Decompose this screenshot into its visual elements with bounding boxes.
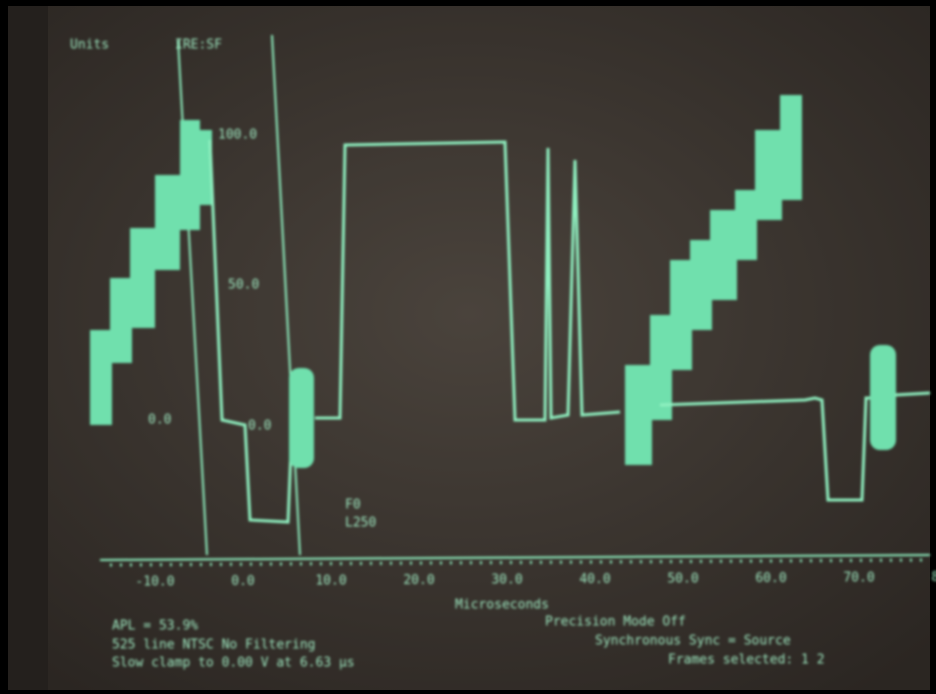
axis-tick-label: -10.0: [135, 575, 174, 590]
crt-screen: [8, 6, 930, 690]
level-label: 0.0: [148, 413, 171, 428]
color-burst: [289, 368, 314, 468]
axis-tick-label: 70.0: [843, 571, 874, 586]
screen-text: Units IRE:SF 100.0 50.0 0.0 0.0 F0 L250 …: [70, 38, 936, 671]
units-label: Units: [70, 38, 109, 53]
level-label: 100.0: [218, 128, 257, 143]
level-label: 50.0: [228, 278, 259, 293]
axis-tick-label: 30.0: [491, 573, 522, 588]
status-text: Slow clamp to 0.00 V at 6.63 µs: [112, 656, 355, 671]
field-label: L250: [345, 516, 376, 531]
graticule: [271, 34, 301, 556]
field-label: F0: [345, 498, 361, 513]
status-text: Synchronous Sync = Source: [595, 634, 791, 649]
sync-pulse: [659, 396, 875, 502]
waveform: [90, 34, 931, 567]
axis-ticks: [109, 558, 931, 567]
staircase-right: [625, 95, 802, 465]
level-label: 0.0: [248, 419, 271, 434]
scale-label: IRE:SF: [175, 38, 222, 53]
axis-title: Microseconds: [455, 598, 549, 613]
axis-tick-label: 80.0: [931, 570, 936, 585]
axis-line: [99, 554, 931, 561]
color-burst: [870, 345, 896, 450]
axis-tick-label: 60.0: [755, 571, 786, 586]
status-text: 525 line NTSC No Filtering: [112, 638, 316, 653]
axis-tick-label: 40.0: [579, 572, 610, 587]
axis-tick-label: 50.0: [667, 572, 698, 587]
status-text: APL = 53.9%: [112, 619, 198, 634]
pulse-bar: [315, 140, 621, 422]
blanking-level: [894, 391, 931, 397]
axis-tick-label: 10.0: [315, 574, 346, 589]
axis-tick-label: 20.0: [403, 573, 434, 588]
staircase-left: [90, 120, 212, 425]
status-text: Precision Mode Off: [545, 615, 686, 630]
screen-bezel: [8, 6, 48, 690]
axis-tick-label: 0.0: [231, 574, 254, 589]
status-text: Frames selected: 1 2: [668, 653, 825, 668]
